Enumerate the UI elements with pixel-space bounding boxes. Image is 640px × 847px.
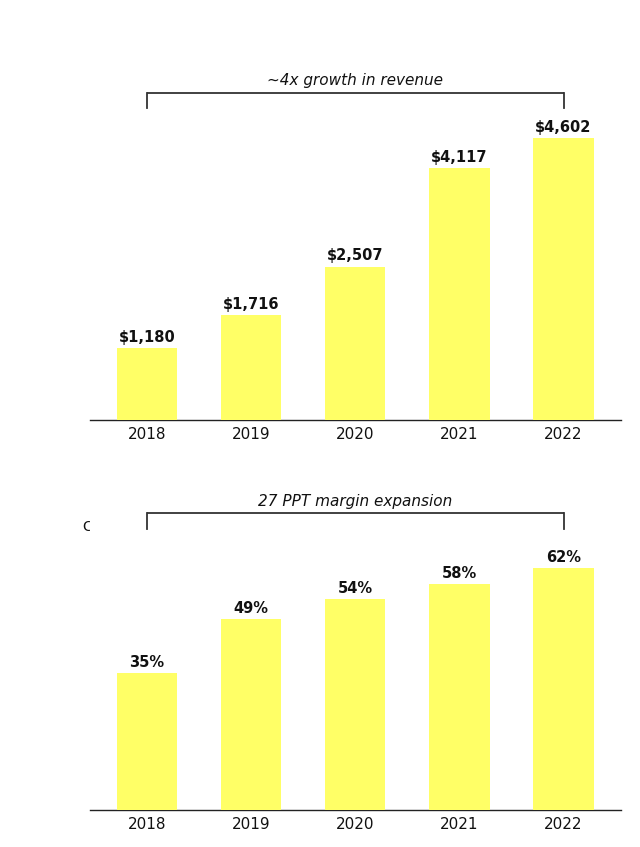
Bar [533,138,594,420]
Text: 43%: 43% [130,498,164,513]
Bar [221,619,281,810]
Text: 12%: 12% [547,498,580,513]
Text: 58%: 58% [442,566,477,580]
Bar [221,315,281,420]
Bar [116,348,177,420]
Text: $4,602: $4,602 [535,120,592,136]
Bar [325,600,385,810]
Text: $2,507: $2,507 [327,248,383,263]
Text: 49%: 49% [234,601,269,616]
Text: 27 PPT margin expansion: 27 PPT margin expansion [258,494,452,509]
Bar [325,267,385,420]
Text: YoY
Change: YoY Change [83,501,136,534]
Text: 46%: 46% [338,498,372,513]
Bar [533,568,594,810]
Text: Revenue: Revenue [262,20,378,44]
Bar [429,584,490,810]
Text: $4,117: $4,117 [431,150,488,165]
Text: 64%: 64% [442,498,476,513]
Bar [429,168,490,420]
Text: $1,180: $1,180 [118,329,175,345]
Text: 35%: 35% [129,656,164,670]
Text: $1,716: $1,716 [223,297,279,312]
Text: 54%: 54% [338,581,372,596]
Text: ~4x growth in revenue: ~4x growth in revenue [268,73,444,87]
Text: Adjusted Gross Margin²: Adjusted Gross Margin² [163,448,477,472]
Text: 62%: 62% [546,550,581,565]
Text: 45%: 45% [234,498,268,513]
Bar [116,673,177,810]
